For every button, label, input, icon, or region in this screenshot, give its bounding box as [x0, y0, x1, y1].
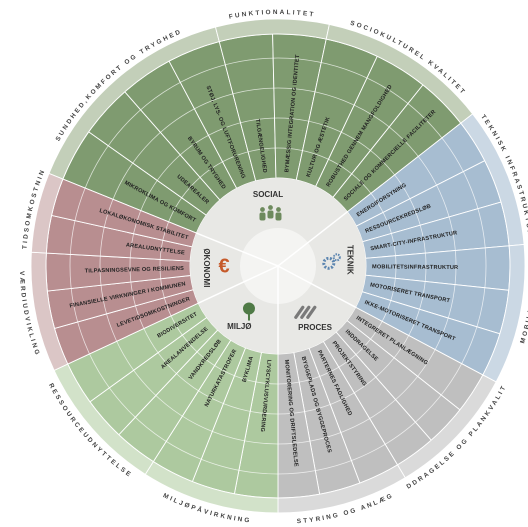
icon-part [247, 313, 250, 321]
sector-divider [197, 265, 279, 304]
ring [99, 87, 457, 445]
icon-part [306, 305, 317, 319]
icon-part [332, 253, 341, 262]
icon-part [294, 305, 305, 319]
icon-part [268, 205, 273, 210]
center: SOCIAL TEKNIK PROCES MILJØ ØKONOMI € [190, 178, 366, 354]
sector-label: TEKNIK [346, 245, 355, 275]
icon-part [300, 305, 311, 319]
criterion-label: TILPASNINGSEVNE OG RESILIENS [85, 266, 185, 275]
sector-label: PROCES [298, 323, 332, 332]
icon-part [259, 212, 266, 221]
rings [69, 57, 487, 475]
icon-part [242, 302, 255, 315]
sector-label: MILJØ [227, 322, 251, 331]
icon-part [275, 212, 282, 221]
icon-part [322, 256, 336, 270]
ring [159, 147, 397, 385]
sector-icon: € [218, 256, 229, 278]
ring [69, 57, 487, 475]
group-band [30, 172, 64, 254]
center-dot [276, 264, 280, 268]
ring [129, 117, 427, 415]
sector-divider [196, 232, 279, 267]
icon-part [267, 210, 274, 219]
icon-part [260, 207, 265, 212]
sector-divider [277, 211, 348, 267]
group-label-path: FUNKTIONALITET [228, 9, 313, 21]
criterion-label: MOBILITETSINFRASTRUKTUR [372, 264, 458, 271]
sector-divider [277, 265, 357, 308]
group-label: FUNKTIONALITET [228, 9, 316, 21]
sector-label: SOCIAL [253, 190, 283, 199]
icon-part [276, 207, 281, 212]
sector-label: ØKONOMI [202, 248, 211, 287]
